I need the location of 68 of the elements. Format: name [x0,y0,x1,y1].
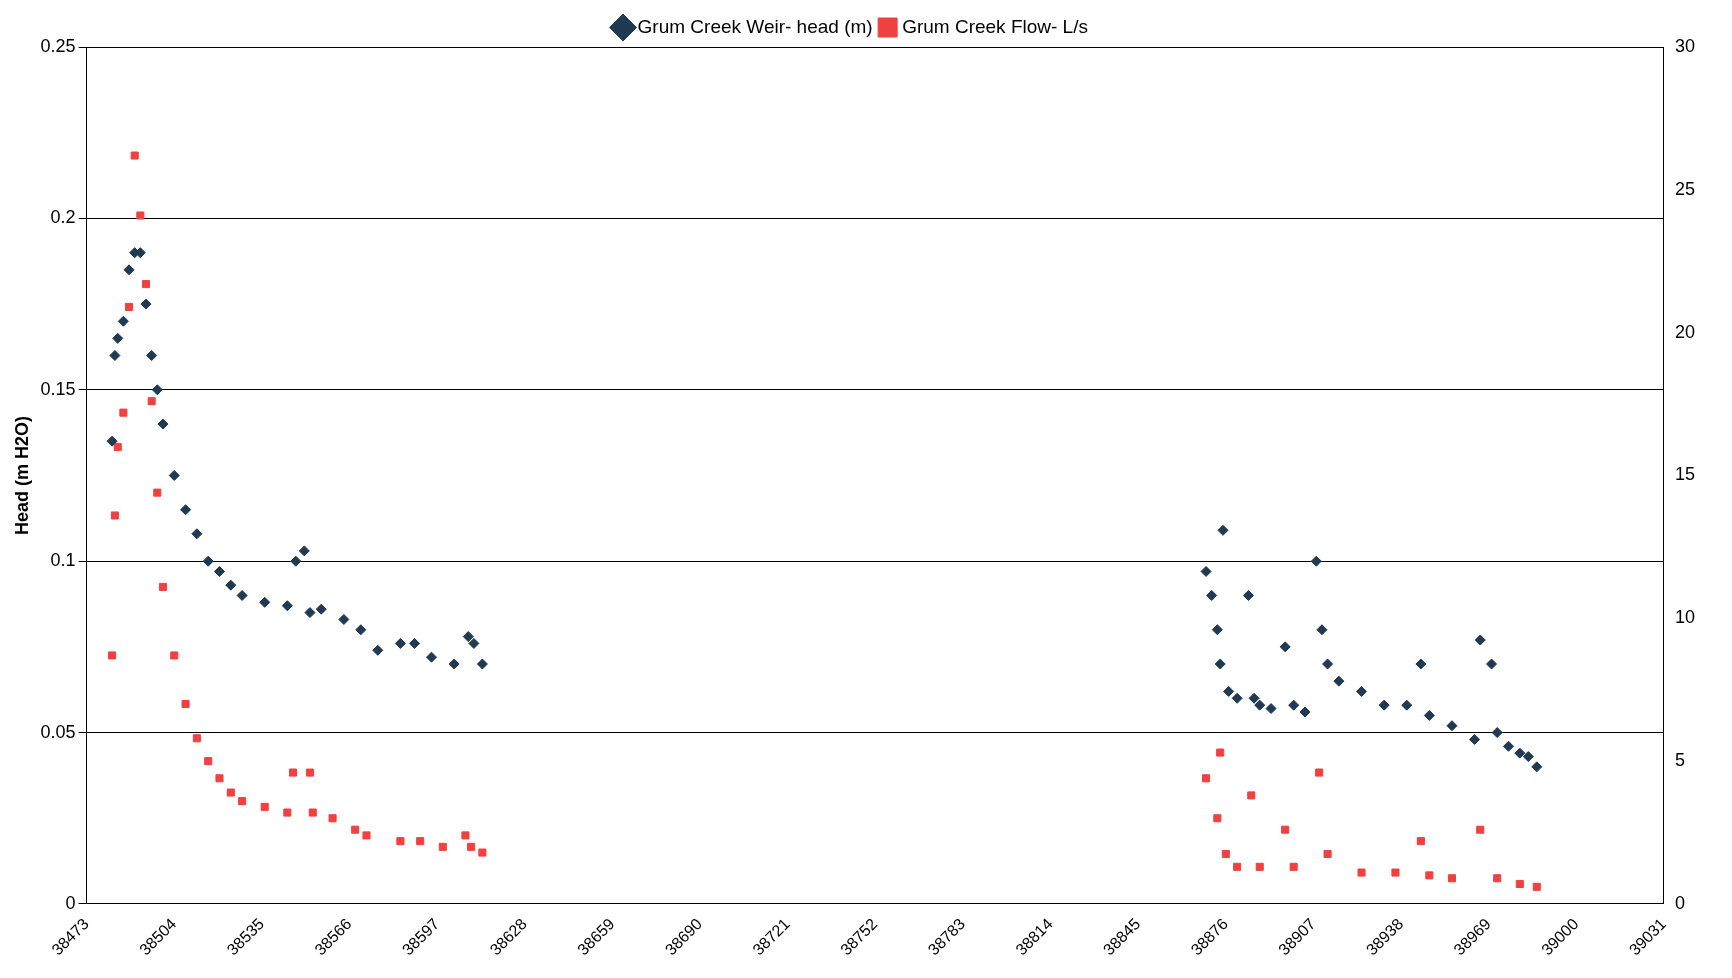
y-tick-label: 0.05 [40,721,76,742]
point [308,808,317,817]
point [1476,825,1485,834]
point [1213,814,1222,823]
y-tick-label: 0.15 [40,378,76,399]
point [351,825,360,834]
y2-tick-label: 25 [1674,178,1696,199]
point [1289,862,1298,871]
point [1323,849,1332,859]
point [467,842,476,851]
y2-tick-label: 30 [1674,35,1696,56]
legend-label: Grum Creek Flow- L/s [902,15,1088,37]
point [1425,871,1434,880]
point [1447,874,1457,883]
point [362,831,371,840]
point [1216,748,1225,757]
point [1247,791,1256,800]
point [108,651,117,660]
point [1357,868,1366,877]
y2-tick-label: 10 [1674,607,1696,628]
point [1493,874,1502,883]
point [283,808,292,817]
point [170,651,179,660]
point [136,211,145,220]
point [288,768,298,777]
point [416,837,425,846]
point [1532,882,1541,891]
point [147,397,156,406]
point [153,488,162,497]
point [181,699,190,709]
point [1515,879,1524,888]
point [110,511,119,520]
y-tick-label: 0.2 [50,207,76,228]
point [1315,768,1324,777]
y-axis-title: Head (m H2O) [11,415,32,535]
point [119,408,128,417]
point [478,848,487,857]
point [113,442,122,451]
y2-tick-label: 0 [1674,892,1685,913]
point [328,814,337,823]
point [226,788,235,797]
point [125,302,134,311]
y2-tick-label: 15 [1674,464,1696,485]
point [141,280,151,289]
point [461,831,470,840]
y-tick-label: 0.1 [50,550,76,571]
point [204,757,213,766]
point [438,842,447,851]
point [158,582,167,591]
point [260,802,269,811]
point [1221,849,1230,859]
point [1416,837,1425,846]
y2-tick-label: 20 [1674,321,1696,342]
point [1255,862,1264,871]
point [305,768,314,777]
point [1233,862,1242,871]
point [215,774,224,783]
point [1391,868,1400,877]
y-tick-label: 0.25 [40,35,76,56]
point [396,837,405,846]
point [1281,825,1290,834]
y-tick-label: 0 [65,892,76,913]
point [1202,774,1211,783]
legend-label: Grum Creek Weir- head (m) [637,15,873,37]
point [192,734,201,743]
y2-tick-label: 5 [1674,750,1685,771]
point [130,151,139,160]
point [238,797,247,806]
